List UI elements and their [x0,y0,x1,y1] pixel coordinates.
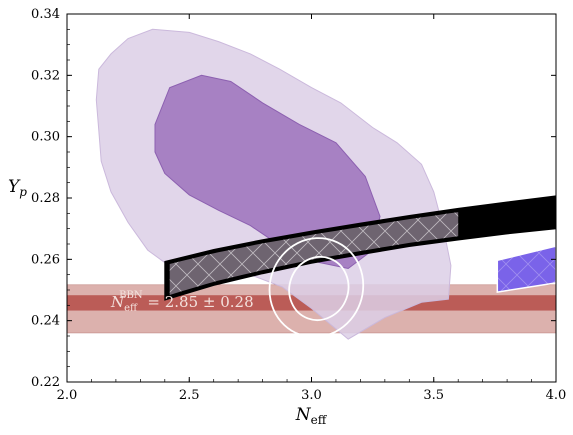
y-tick-label: 0.22 [31,375,60,390]
annotation-superscript: BBN [119,290,143,301]
y-axis-label: Yp [8,177,27,199]
x-tick-label: 4.0 [546,388,567,403]
y-tick-label: 0.30 [31,130,60,145]
y-tick-label: 0.32 [31,68,60,83]
y-tick-label: 0.34 [31,7,60,22]
x-tick-label: 3.5 [423,388,444,403]
y-tick-label: 0.26 [31,252,60,267]
x-axis-label: Neff [295,405,328,427]
annotation-value: = 2.85 ± 0.28 [143,293,254,311]
x-tick-label: 2.0 [57,388,78,403]
plot-area [67,29,556,350]
x-tick-label: 2.5 [179,388,200,403]
x-tick-label: 3.0 [301,388,322,403]
y-tick-label: 0.28 [31,191,60,206]
y-tick-label: 0.24 [31,314,60,329]
annotation-subscript: eff [124,303,138,314]
